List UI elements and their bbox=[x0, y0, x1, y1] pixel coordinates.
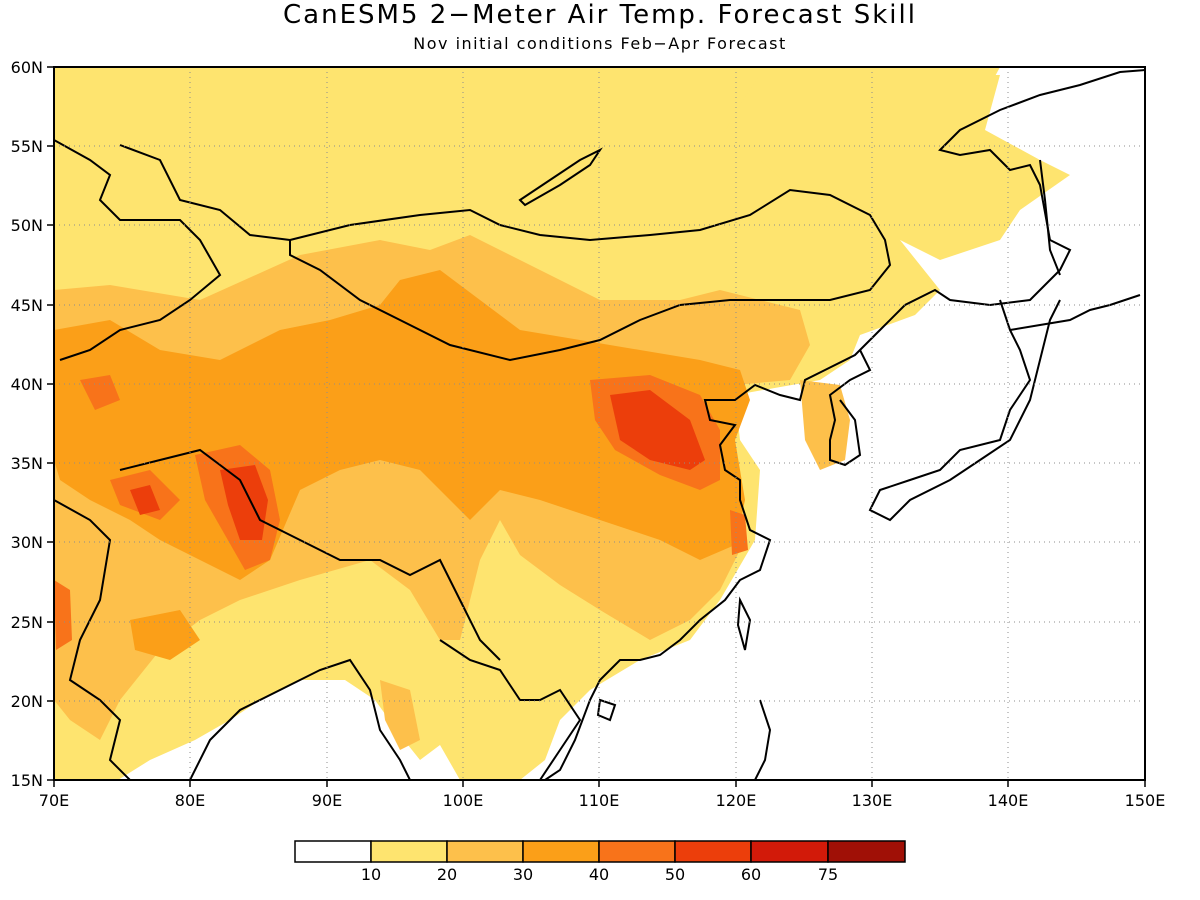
lat-tick-label: 60N bbox=[11, 58, 43, 77]
legend-labels: 10 20 30 40 50 60 75 bbox=[361, 865, 838, 884]
skill-contour-50 bbox=[610, 390, 705, 470]
lat-tick-label: 35N bbox=[11, 454, 43, 473]
gridlines bbox=[54, 67, 1145, 780]
color-legend bbox=[294, 840, 906, 863]
lon-tick-label: 110E bbox=[579, 791, 620, 810]
map-subtitle: Nov initial conditions Feb−Apr Forecast bbox=[413, 34, 787, 53]
legend-label: 30 bbox=[513, 865, 533, 884]
lat-tick-label: 55N bbox=[11, 137, 43, 156]
lon-tick-labels: 70E 80E 90E 100E 110E 120E 130E 140E 150… bbox=[39, 791, 1166, 810]
legend-swatch bbox=[446, 840, 524, 863]
lon-tick-label: 130E bbox=[852, 791, 893, 810]
lat-tick-label: 40N bbox=[11, 375, 43, 394]
border-central-asia bbox=[54, 139, 222, 361]
legend-swatch bbox=[750, 840, 829, 863]
lat-tick-label: 20N bbox=[11, 692, 43, 711]
coastline-japan bbox=[868, 299, 1061, 522]
lon-tick-label: 70E bbox=[39, 791, 69, 810]
lat-tick-label: 30N bbox=[11, 533, 43, 552]
skill-contour-40 bbox=[54, 580, 72, 650]
coastline-sakhalin bbox=[1039, 159, 1061, 276]
lat-tick-labels: 15N 20N 25N 30N 35N 40N 45N 50N 55N 60N bbox=[11, 58, 43, 790]
legend-label: 10 bbox=[361, 865, 381, 884]
legend-label: 40 bbox=[589, 865, 609, 884]
coastline-philippines bbox=[754, 699, 772, 780]
coastline-china-east bbox=[544, 69, 1145, 780]
legend-swatch bbox=[674, 840, 752, 863]
skill-field bbox=[54, 67, 1145, 780]
lon-tick-label: 90E bbox=[312, 791, 342, 810]
legend-label: 75 bbox=[818, 865, 838, 884]
coastline-taiwan-hainan bbox=[596, 596, 752, 722]
lon-tick-label: 120E bbox=[716, 791, 757, 810]
map-title: CanESM5 2−Meter Air Temp. Forecast Skill bbox=[283, 0, 917, 30]
legend-label: 20 bbox=[437, 865, 457, 884]
coastline-hokkaido bbox=[1009, 294, 1141, 331]
lon-ticks bbox=[53, 780, 1146, 787]
skill-contour-20 bbox=[380, 680, 420, 750]
border-himalaya bbox=[119, 448, 501, 661]
skill-contour-20 bbox=[800, 380, 850, 470]
lon-tick-label: 80E bbox=[175, 791, 205, 810]
legend-swatch bbox=[598, 840, 676, 863]
skill-contour-10 bbox=[720, 75, 1070, 260]
lat-tick-label: 15N bbox=[11, 771, 43, 790]
lat-tick-label: 45N bbox=[11, 296, 43, 315]
legend-label: 60 bbox=[741, 865, 761, 884]
legend-swatch bbox=[370, 840, 448, 863]
lon-tick-label: 100E bbox=[443, 791, 484, 810]
lat-tick-label: 50N bbox=[11, 216, 43, 235]
coastlines bbox=[54, 69, 1145, 780]
border-china-russia-north bbox=[119, 144, 291, 241]
coastline-lake-baikal bbox=[518, 147, 603, 207]
lon-tick-label: 140E bbox=[988, 791, 1029, 810]
skill-contour-50 bbox=[130, 485, 160, 515]
lon-tick-label: 150E bbox=[1125, 791, 1166, 810]
legend-label: 50 bbox=[665, 865, 685, 884]
legend-swatch bbox=[522, 840, 600, 863]
coastline-korea bbox=[828, 349, 872, 467]
border-indochina bbox=[439, 639, 582, 780]
skill-contour-50 bbox=[220, 465, 268, 540]
lat-ticks bbox=[47, 66, 54, 781]
border-china-mongolia bbox=[289, 188, 892, 362]
lat-tick-label: 25N bbox=[11, 613, 43, 632]
legend-swatch bbox=[827, 840, 906, 863]
coastline-bay-of-bengal bbox=[189, 658, 411, 780]
border-india bbox=[54, 499, 131, 780]
skill-contour-30 bbox=[130, 610, 200, 660]
skill-contour-40 bbox=[730, 510, 748, 555]
legend-swatch bbox=[294, 840, 372, 863]
